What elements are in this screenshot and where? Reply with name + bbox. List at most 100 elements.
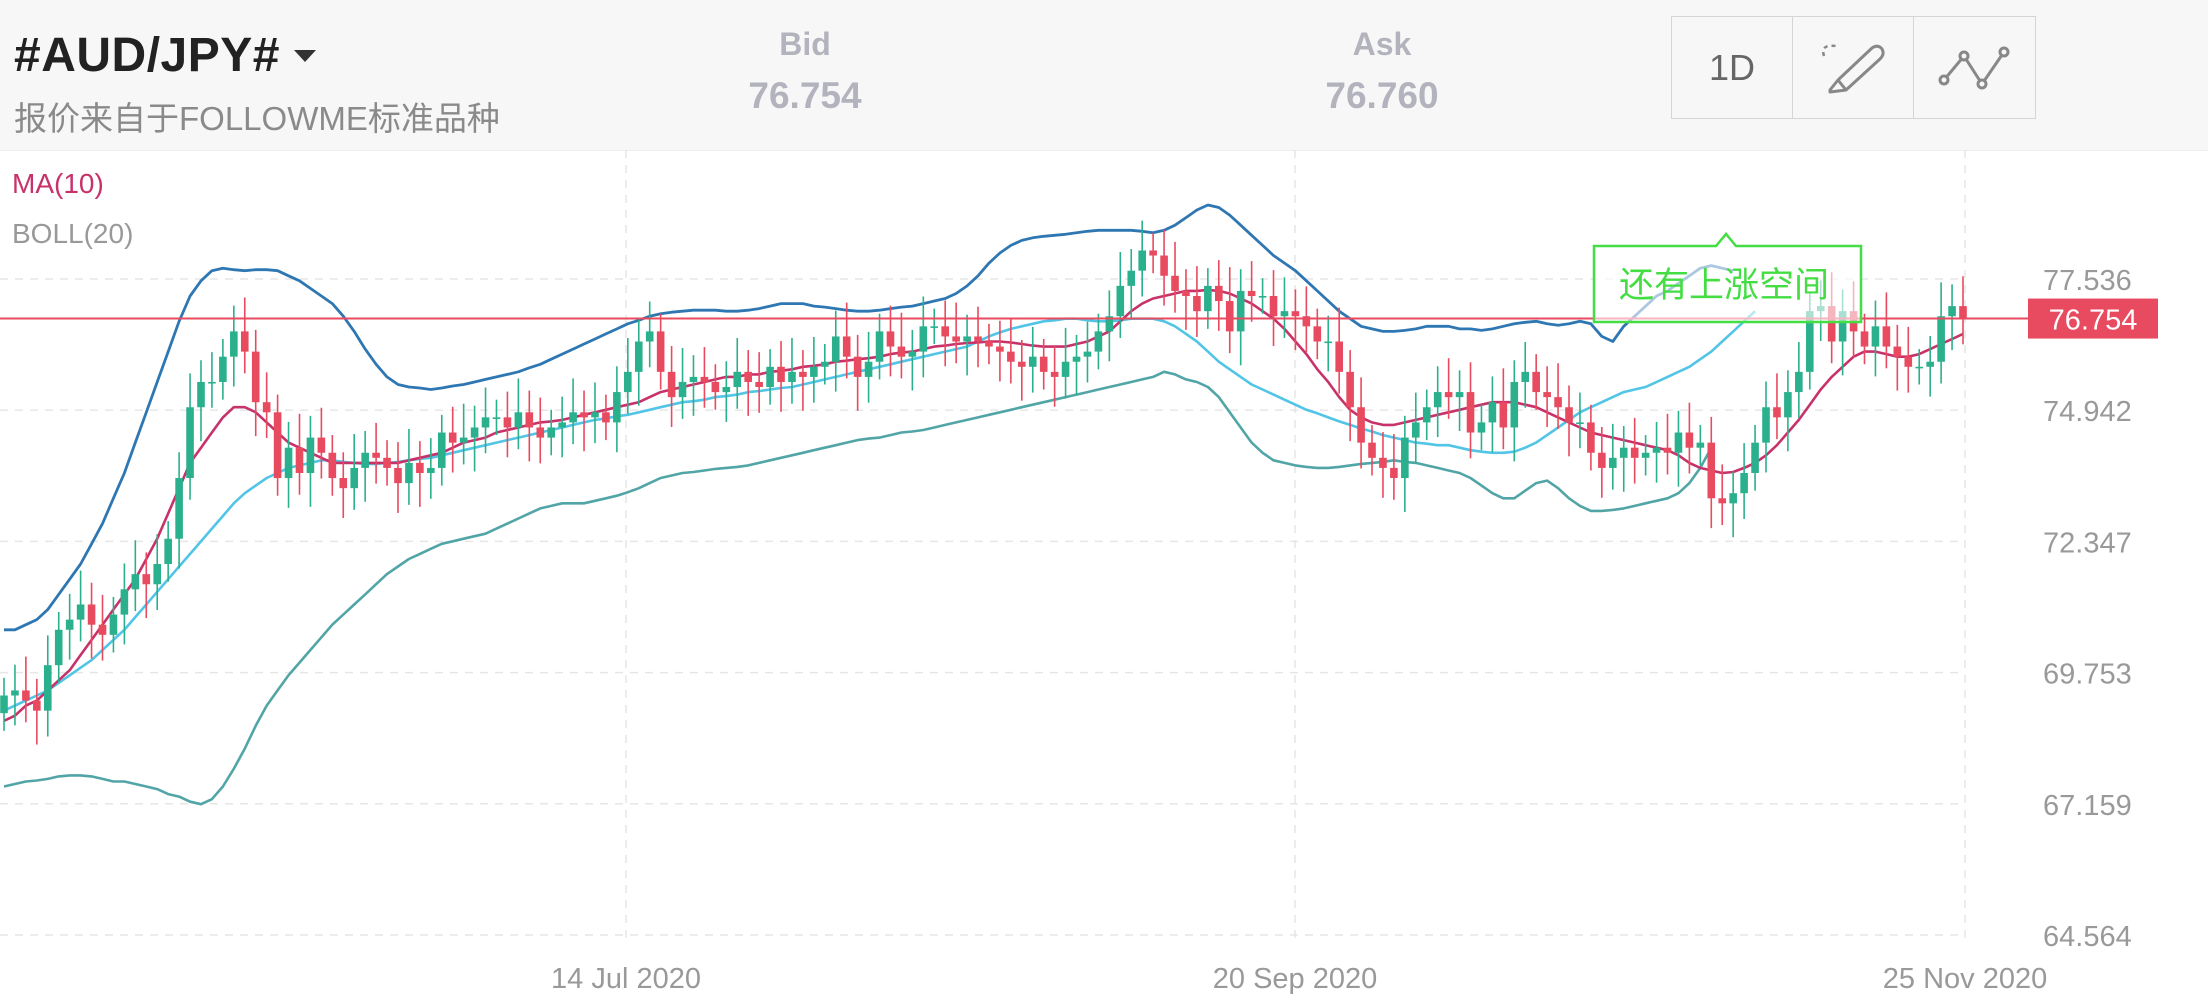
candle-body — [1554, 397, 1562, 408]
candle-body — [580, 412, 588, 418]
x-tick-label: 25 Nov 2020 — [1883, 963, 2047, 995]
candle-body — [1773, 407, 1781, 418]
candle-body — [65, 619, 74, 630]
candle-body — [996, 346, 1004, 352]
annotation-text: 还有上涨空间 — [1619, 266, 1829, 306]
x-tick-label: 14 Jul 2020 — [551, 963, 701, 995]
candle-body — [1576, 422, 1584, 425]
indicator-tool-button[interactable] — [1914, 17, 2035, 118]
candle-body — [1061, 361, 1070, 377]
candle-body — [952, 336, 960, 342]
candle-body — [634, 341, 643, 372]
draw-tool-button[interactable] — [1793, 17, 1914, 118]
candle-body — [492, 417, 501, 419]
candle-body — [1587, 422, 1595, 453]
candle-body — [875, 331, 884, 362]
candle-body — [1685, 432, 1694, 448]
candle-body — [372, 452, 380, 458]
candle-body — [1893, 346, 1902, 357]
candle-body — [1904, 356, 1913, 367]
candle-body — [1214, 285, 1223, 302]
candle-body — [1608, 457, 1617, 468]
candle-body — [1641, 452, 1650, 458]
candle-body — [1072, 356, 1081, 362]
candle-body — [1204, 285, 1212, 312]
candle-body — [536, 427, 545, 438]
candle-body — [394, 467, 402, 484]
candle-body — [350, 467, 359, 489]
symbol-selector[interactable]: #AUD/JPY# — [14, 28, 316, 83]
candle-body — [1751, 442, 1759, 473]
candle-body — [11, 690, 19, 696]
price-chart[interactable]: 76.754 77.536 74.942 72.347 69.753 67.159 64.… — [0, 150, 2208, 996]
candle-body — [1652, 447, 1661, 453]
candle-body — [1083, 351, 1092, 357]
quote-header: #AUD/JPY# 报价来自于FOLLOWME标准品种 Bid 76.754 A… — [0, 0, 2208, 151]
candle-body — [777, 366, 785, 382]
candle-body — [624, 371, 632, 393]
candle-body — [1882, 326, 1891, 347]
boll-indicator-label[interactable]: BOLL(20) — [12, 218, 134, 249]
candle-body — [405, 462, 413, 484]
candle-body — [1007, 351, 1015, 362]
candle-body — [306, 437, 315, 473]
candle-body — [558, 422, 566, 428]
candle-body — [219, 356, 227, 382]
quote-source: 报价来自于FOLLOWME标准品种 — [14, 100, 500, 137]
candle-body — [1565, 407, 1573, 423]
candle-body — [1871, 326, 1880, 347]
candle-body — [33, 700, 41, 711]
ma-indicator-label[interactable]: MA(10) — [12, 168, 104, 199]
candle-body — [613, 392, 621, 423]
candle-body — [678, 381, 687, 398]
candle-body — [1105, 316, 1114, 332]
candle-body — [230, 331, 238, 357]
candle-body — [153, 564, 162, 585]
candle-body — [831, 336, 840, 362]
candle-body — [481, 417, 490, 428]
candle-body — [1193, 295, 1201, 312]
candle-body — [54, 629, 63, 666]
caret-down-icon — [293, 49, 316, 62]
price-tag — [2028, 298, 2158, 339]
period-button[interactable]: 1D — [1672, 17, 1793, 118]
candle-body — [1094, 331, 1103, 352]
candle-body — [251, 351, 260, 403]
candle-body — [963, 336, 971, 342]
y-tick-label: 74.942 — [2043, 396, 2132, 428]
candle-body — [810, 366, 818, 377]
candle-body — [470, 427, 479, 438]
candle-body — [1335, 341, 1343, 372]
candle-body — [667, 371, 676, 398]
candle-body — [1379, 457, 1387, 468]
candle-body — [175, 478, 183, 539]
candle-body — [1324, 341, 1333, 344]
candle-body — [1116, 285, 1125, 317]
candle-body — [197, 381, 205, 408]
candle-body — [1827, 306, 1836, 342]
candle-body — [821, 361, 829, 367]
candle-body — [1028, 356, 1037, 367]
candle-body — [1521, 371, 1530, 382]
candle-body — [733, 371, 742, 388]
candle-body — [1937, 316, 1945, 362]
ma10-line — [3, 288, 1964, 722]
candle-body — [842, 336, 851, 357]
candle-body — [1674, 432, 1683, 453]
candle-body — [1718, 498, 1727, 504]
candle-body — [383, 457, 391, 468]
candle-body — [87, 604, 96, 625]
candle-body — [591, 412, 599, 418]
candle-body — [1313, 326, 1322, 342]
candle-body — [416, 462, 424, 473]
candle-body — [164, 538, 172, 565]
indicator-legend: MA(10) BOLL(20) — [12, 168, 133, 250]
candle-body — [284, 447, 293, 479]
candle-body — [1160, 255, 1168, 276]
candle-body — [1291, 311, 1300, 317]
y-tick-label: 77.536 — [2043, 265, 2132, 297]
candle-body — [547, 427, 556, 438]
candle-body — [273, 412, 282, 479]
candle-body — [1171, 275, 1179, 291]
candle-body — [1860, 331, 1869, 347]
